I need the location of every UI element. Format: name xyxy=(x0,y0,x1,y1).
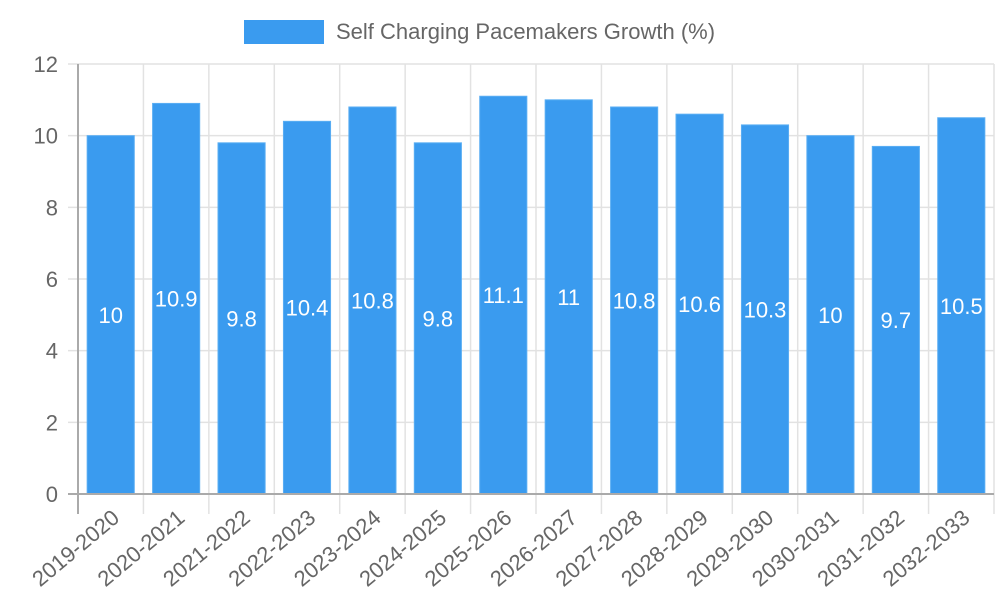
y-tick-label: 12 xyxy=(34,52,58,77)
data-label: 11.1 xyxy=(483,283,524,308)
bar[interactable] xyxy=(544,99,593,495)
data-label: 10 xyxy=(818,303,842,328)
y-tick-label: 6 xyxy=(46,267,58,292)
data-label: 9.7 xyxy=(881,308,912,333)
y-tick-label: 2 xyxy=(46,410,58,435)
data-label: 10.5 xyxy=(940,294,983,319)
data-label: 11 xyxy=(557,285,580,310)
bar[interactable] xyxy=(282,120,332,495)
data-label: 10.8 xyxy=(613,289,656,314)
y-tick-label: 4 xyxy=(46,339,58,364)
bar[interactable] xyxy=(413,142,462,495)
chart-legend[interactable]: Self Charging Pacemakers Growth (%) xyxy=(244,19,715,45)
bar[interactable] xyxy=(610,106,659,495)
bar[interactable] xyxy=(86,135,135,495)
bar[interactable] xyxy=(217,142,266,495)
legend-label: Self Charging Pacemakers Growth (%) xyxy=(336,19,716,44)
data-labels: 10 10.9 9.8 10.4 10.8 9.8 11.1 11 10.8 10.6 10.3 10… xyxy=(98,283,982,333)
legend-swatch xyxy=(244,20,324,44)
bar[interactable] xyxy=(871,145,920,495)
data-label: 10.4 xyxy=(286,296,329,321)
x-axis-ticks: 2019-20202020-20212021-20222022-20232023… xyxy=(27,505,974,592)
bar[interactable] xyxy=(348,106,397,495)
y-tick-label: 0 xyxy=(46,482,58,507)
y-tick-label: 8 xyxy=(46,195,58,220)
data-label: 10.3 xyxy=(744,297,787,322)
axes xyxy=(68,64,994,514)
data-label: 10.6 xyxy=(678,292,721,317)
bar[interactable] xyxy=(152,102,201,495)
bar[interactable] xyxy=(479,95,528,495)
y-axis-ticks: 0 2 4 6 8 10 12 xyxy=(34,52,58,507)
data-label: 10.9 xyxy=(155,287,198,312)
data-label: 9.8 xyxy=(226,306,257,331)
data-label: 9.8 xyxy=(423,306,454,331)
y-tick-label: 10 xyxy=(34,124,58,149)
bar-series xyxy=(86,95,986,495)
data-label: 10.8 xyxy=(351,289,394,314)
bar[interactable] xyxy=(806,135,855,495)
grid-lines xyxy=(68,63,995,514)
data-label: 10 xyxy=(98,303,122,328)
